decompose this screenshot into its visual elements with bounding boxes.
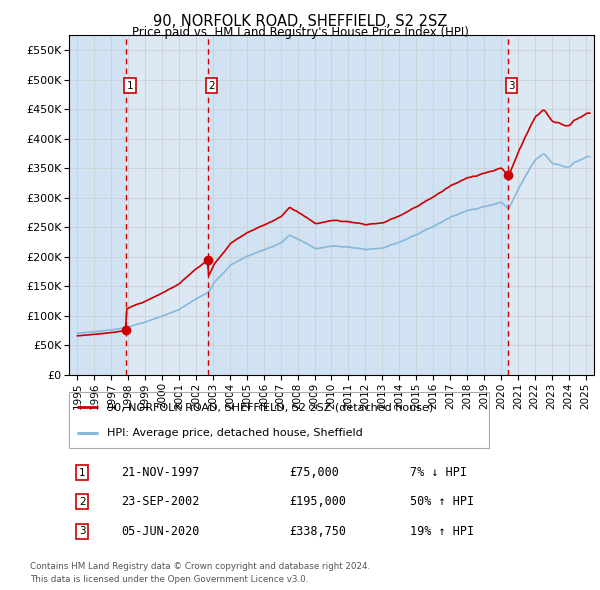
Bar	[208, 35, 508, 375]
Text: 21-NOV-1997: 21-NOV-1997	[121, 466, 200, 479]
Text: £338,750: £338,750	[290, 525, 347, 537]
Text: 1: 1	[79, 468, 85, 477]
Text: 2: 2	[79, 497, 85, 507]
Text: 1: 1	[127, 81, 133, 90]
Text: 90, NORFOLK ROAD, SHEFFIELD, S2 2SZ: 90, NORFOLK ROAD, SHEFFIELD, S2 2SZ	[153, 14, 447, 28]
Text: 23-SEP-2002: 23-SEP-2002	[121, 496, 200, 509]
Bar	[69, 35, 127, 375]
Text: 2: 2	[208, 81, 215, 90]
Text: £195,000: £195,000	[290, 496, 347, 509]
Text: 3: 3	[79, 526, 85, 536]
Text: 7% ↓ HPI: 7% ↓ HPI	[410, 466, 467, 479]
Text: 05-JUN-2020: 05-JUN-2020	[121, 525, 200, 537]
Text: 19% ↑ HPI: 19% ↑ HPI	[410, 525, 475, 537]
Text: £75,000: £75,000	[290, 466, 340, 479]
Text: Price paid vs. HM Land Registry's House Price Index (HPI): Price paid vs. HM Land Registry's House …	[131, 26, 469, 39]
Text: 3: 3	[508, 81, 515, 90]
Text: HPI: Average price, detached house, Sheffield: HPI: Average price, detached house, Shef…	[107, 428, 362, 438]
Text: This data is licensed under the Open Government Licence v3.0.: This data is licensed under the Open Gov…	[30, 575, 308, 584]
Text: 50% ↑ HPI: 50% ↑ HPI	[410, 496, 475, 509]
Text: Contains HM Land Registry data © Crown copyright and database right 2024.: Contains HM Land Registry data © Crown c…	[30, 562, 370, 571]
Text: 90, NORFOLK ROAD, SHEFFIELD, S2 2SZ (detached house): 90, NORFOLK ROAD, SHEFFIELD, S2 2SZ (det…	[107, 402, 433, 412]
